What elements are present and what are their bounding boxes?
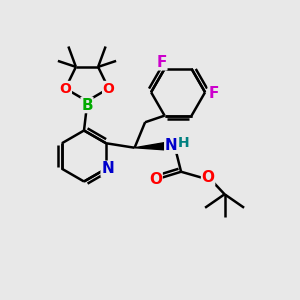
Text: O: O: [59, 82, 71, 95]
Text: O: O: [103, 82, 115, 95]
Text: B: B: [81, 98, 93, 112]
Text: H: H: [177, 136, 189, 150]
Text: O: O: [202, 170, 214, 185]
Text: N: N: [165, 138, 178, 153]
Text: F: F: [208, 86, 219, 101]
Text: F: F: [156, 55, 167, 70]
Polygon shape: [135, 143, 165, 150]
Text: N: N: [101, 161, 114, 176]
Text: O: O: [149, 172, 162, 187]
